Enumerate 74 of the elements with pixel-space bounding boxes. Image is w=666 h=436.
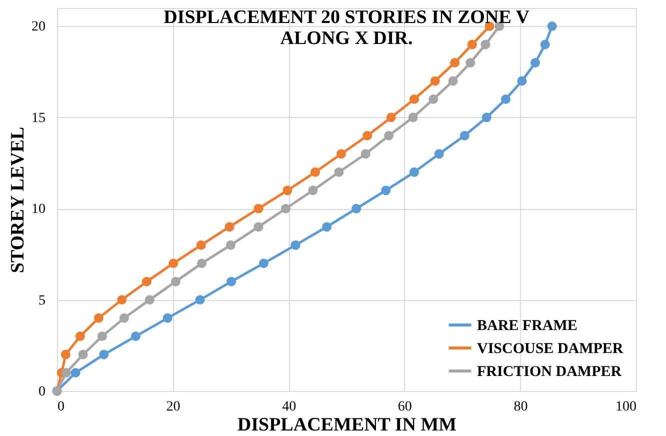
x-tick-label: 20 [166,400,180,414]
point [254,222,264,232]
point [362,130,372,140]
point [430,76,440,86]
point [408,112,418,122]
point [197,258,206,268]
point [170,276,180,286]
text: DISPLACEMENT 20 STORIES IN ZONE V ALONG X DIR. [164,7,530,49]
y-tick-label: 10 [32,202,46,218]
point [466,58,476,68]
point [195,295,205,305]
y-tick-label: 15 [32,110,46,126]
point [352,204,362,214]
y-tick-label: 0 [38,384,46,400]
point [547,22,557,31]
point [131,332,140,342]
point [94,313,104,323]
point [384,130,394,140]
point [450,58,460,68]
x-tick-label: 40 [282,400,296,414]
point [410,167,419,177]
legend-label: VISCOUSE DAMPER [477,341,624,357]
point [60,350,70,360]
x-axis-title: DISPLACEMENT IN MM [237,414,457,436]
point [334,167,344,177]
point [62,368,72,378]
point [381,186,391,196]
point [360,149,370,159]
point [308,186,318,196]
y-axis-title: STOREY LEVEL [8,126,28,274]
point [144,295,154,305]
x-tick-label: 80 [514,400,528,414]
y-tick-label: 5 [38,293,46,308]
point [517,76,527,86]
point [168,258,178,268]
point [224,222,234,232]
point [258,258,268,268]
point [70,368,80,378]
point [196,240,206,250]
x-tick-label: 100 [616,400,636,414]
point [530,58,540,68]
point [482,112,492,122]
point [162,313,172,323]
point [448,76,458,86]
point [500,94,510,104]
legend-label: FRICTION DAMPER [477,364,622,380]
point [280,204,290,214]
point [322,222,332,232]
point [336,149,346,159]
point [117,295,127,305]
point [428,94,438,104]
point [119,313,129,323]
point [480,40,490,50]
point [540,40,550,50]
point [290,240,300,250]
point [410,94,419,104]
point [226,240,236,250]
point [282,186,292,196]
point [467,40,477,50]
y-tick-label: 20 [32,20,46,35]
point [310,167,320,177]
point [142,276,152,286]
legend-label: BARE FRAME [477,318,578,334]
point [78,350,88,360]
point [226,276,236,286]
point [434,149,444,159]
x-tick-label: 60 [398,400,412,414]
x-tick-label: 0 [58,400,64,414]
point [386,112,396,122]
point [97,332,107,342]
point [75,332,85,342]
point [99,350,109,360]
point [460,130,470,140]
point [254,204,264,214]
